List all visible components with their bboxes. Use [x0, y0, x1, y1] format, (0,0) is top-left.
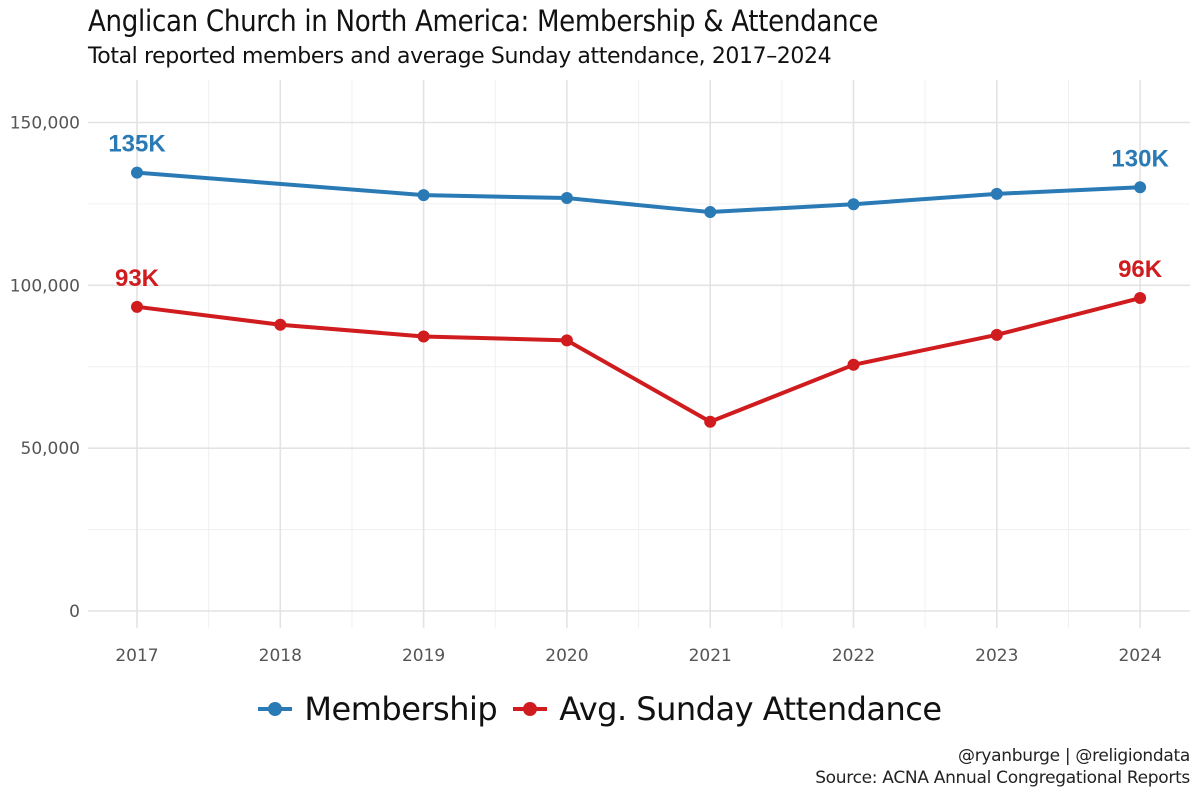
data-point-1	[274, 318, 287, 331]
caption-credit: @ryanburge | @religiondata	[958, 746, 1190, 766]
series-line-1	[135, 296, 1143, 424]
legend-item-attendance: Avg. Sunday Attendance	[513, 690, 942, 728]
x-tick-label: 2019	[402, 646, 445, 666]
legend-key-membership	[258, 701, 293, 717]
legend-label-membership: Membership	[304, 690, 498, 728]
chart-legend: Membership Avg. Sunday Attendance	[0, 690, 1200, 728]
x-tick-label: 2017	[115, 646, 158, 666]
data-point-0	[131, 166, 143, 179]
data-point-0	[847, 198, 860, 211]
x-tick-label: 2023	[975, 646, 1018, 666]
x-tick-label: 2022	[832, 646, 875, 666]
x-tick-label: 2018	[259, 646, 302, 666]
data-point-1	[131, 300, 143, 313]
x-tick-label: 2020	[545, 646, 588, 666]
data-point-1	[990, 328, 1003, 341]
data-point-0	[560, 192, 573, 205]
caption-source: Source: ACNA Annual Congregational Repor…	[815, 768, 1190, 788]
data-point-1	[560, 334, 573, 347]
data-label: 135K	[108, 131, 166, 158]
data-point-1	[1134, 292, 1147, 305]
data-point-0	[417, 189, 430, 202]
y-tick-label: 0	[69, 602, 80, 622]
data-point-1	[417, 330, 430, 343]
data-label: 96K	[1118, 256, 1163, 283]
legend-label-attendance: Avg. Sunday Attendance	[559, 690, 942, 728]
legend-key-attendance	[513, 701, 548, 717]
line-chart: 0 50,000 100,000 150,000 2017 2018 2019 2020 202…	[10, 80, 1190, 666]
x-tick-label: 2024	[1118, 646, 1161, 666]
y-tick-label: 150,000	[10, 114, 80, 134]
data-label: 130K	[1111, 145, 1169, 172]
chart-title: Anglican Church in North America: Member…	[88, 4, 879, 38]
y-tick-label: 100,000	[10, 276, 80, 296]
data-point-1	[847, 358, 860, 371]
data-point-0	[1134, 181, 1147, 194]
legend-item-membership: Membership	[258, 690, 498, 728]
data-point-1	[704, 415, 717, 428]
data-label: 93K	[115, 265, 160, 292]
x-tick-label: 2021	[689, 646, 732, 666]
data-point-0	[704, 206, 717, 219]
chart-subtitle: Total reported members and average Sunda…	[88, 44, 832, 69]
y-tick-label: 50,000	[21, 439, 80, 459]
data-point-0	[990, 187, 1003, 200]
